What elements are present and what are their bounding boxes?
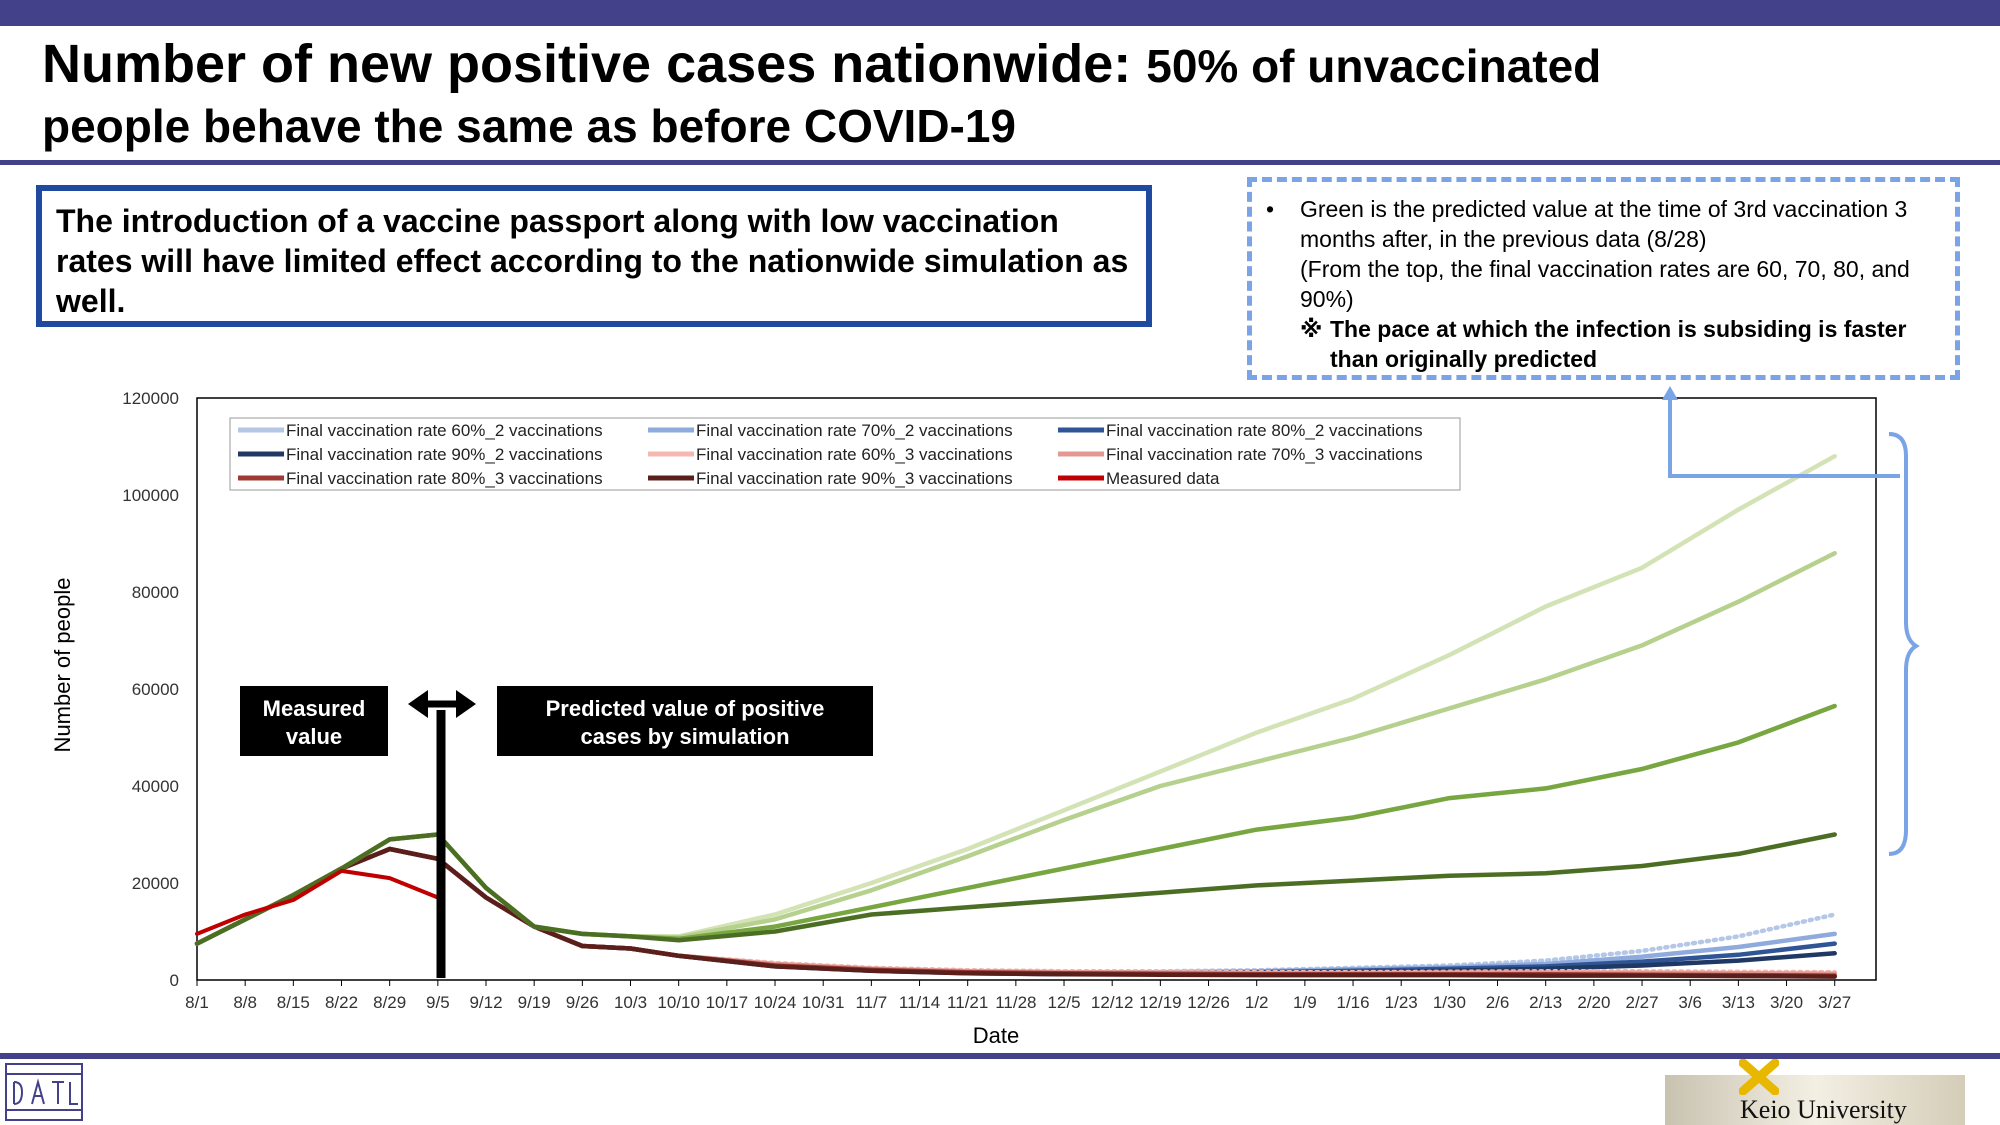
series-line-measured — [195, 868, 440, 936]
legend: Final vaccination rate 60%_2 vaccination… — [229, 417, 1461, 491]
series-line-green_90 — [194, 832, 1837, 946]
x-tick-label: 3/6 — [1678, 993, 1702, 1012]
note-text-2: (From the top, the final vaccination rat… — [1300, 256, 1910, 312]
y-tick-label: 80000 — [132, 583, 179, 602]
x-tick-label: 1/2 — [1245, 993, 1269, 1012]
legend-label: Final vaccination rate 90%_3 vaccination… — [696, 469, 1013, 488]
key-message-text: The introduction of a vaccine passport a… — [56, 203, 1129, 319]
legend-label: Final vaccination rate 80%_2 vaccination… — [1106, 421, 1423, 440]
note-line-1: • Green is the predicted value at the ti… — [1266, 194, 1941, 254]
note-text-1: Green is the predicted value at the time… — [1300, 196, 1908, 252]
x-tick-label: 10/24 — [754, 993, 797, 1012]
legend-box — [229, 417, 1461, 491]
note-connector — [1668, 394, 1900, 478]
measured-callout-line-1: Measured — [263, 696, 366, 721]
y-tick-label: 60000 — [132, 680, 179, 699]
x-tick-label: 9/19 — [518, 993, 551, 1012]
x-tick-label: 8/29 — [373, 993, 406, 1012]
top-brand-bar — [0, 0, 2000, 26]
x-tick-label: 10/10 — [657, 993, 700, 1012]
y-tick-label: 120000 — [122, 389, 179, 408]
x-axis-label: Date — [973, 1023, 1019, 1048]
x-tick-label: 3/20 — [1770, 993, 1803, 1012]
x-tick-label: 8/15 — [277, 993, 310, 1012]
green-series-brace — [1888, 432, 1920, 856]
x-tick-label: 2/6 — [1486, 993, 1510, 1012]
title-part3: people behave the same as before COVID-1… — [42, 99, 1017, 152]
y-tick-label: 0 — [170, 971, 179, 990]
x-tick-label: 9/12 — [469, 993, 502, 1012]
note-mark: ※ — [1300, 316, 1323, 342]
x-tick-label: 1/23 — [1385, 993, 1418, 1012]
note-line-2: (From the top, the final vaccination rat… — [1266, 254, 1941, 314]
arrow-right-icon — [456, 690, 476, 718]
bottom-brand-bar — [0, 1053, 2000, 1059]
note-text-3: The pace at which the infection is subsi… — [1330, 316, 1907, 372]
annotations: Measured value Predicted value of positive… — [240, 386, 1920, 978]
x-tick-label: 1/30 — [1433, 993, 1466, 1012]
x-tick-label: 11/28 — [995, 993, 1036, 1012]
lab-logo-icon — [5, 1063, 83, 1121]
page-title: Number of new positive cases nationwide:… — [42, 32, 1942, 154]
x-tick-label: 1/9 — [1293, 993, 1317, 1012]
x-tick-label: 2/27 — [1625, 993, 1658, 1012]
note-box: • Green is the predicted value at the ti… — [1247, 177, 1960, 380]
legend-label: Final vaccination rate 60%_3 vaccination… — [696, 445, 1013, 464]
x-tick-label: 8/8 — [233, 993, 257, 1012]
keio-logo: Keio University — [1665, 1059, 1965, 1125]
x-tick-label: 8/22 — [325, 993, 358, 1012]
measured-callout-line-2: value — [286, 724, 342, 749]
x-tick-label: 3/13 — [1722, 993, 1755, 1012]
x-tick-label: 12/19 — [1139, 993, 1182, 1012]
x-tick-label: 10/31 — [802, 993, 845, 1012]
x-tick-label: 12/26 — [1187, 993, 1230, 1012]
x-tick-label: 1/16 — [1336, 993, 1369, 1012]
legend-label: Final vaccination rate 80%_3 vaccination… — [286, 469, 603, 488]
title-part1: Number of new positive cases nationwide: — [42, 34, 1147, 94]
legend-label: Final vaccination rate 90%_2 vaccination… — [286, 445, 603, 464]
connector-arrow-icon — [1662, 386, 1678, 400]
title-part2: 50% of unvaccinated — [1146, 40, 1602, 92]
x-tick-label: 3/27 — [1818, 993, 1851, 1012]
x-tick-label: 8/1 — [185, 993, 209, 1012]
x-tick-label: 11/21 — [947, 993, 988, 1012]
x-axis: 8/1 8/8 8/15 8/22 8/29 9/5 9/12 9/19 9/26 10/3 10/… — [185, 980, 1851, 1012]
arrow-left-icon — [408, 690, 428, 718]
measured-callout — [240, 686, 388, 756]
y-tick-label: 100000 — [122, 486, 179, 505]
x-tick-label: 2/13 — [1529, 993, 1562, 1012]
y-axis: 0 20000 40000 60000 80000 100000 120000 — [122, 389, 179, 990]
x-tick-label: 11/14 — [899, 993, 940, 1012]
predicted-callout-line-1: Predicted value of positive — [546, 696, 825, 721]
x-tick-label: 10/3 — [614, 993, 647, 1012]
series-layer — [194, 453, 1837, 979]
plot-border — [196, 397, 1877, 981]
x-tick-label: 2/20 — [1577, 993, 1610, 1012]
predicted-callout-line-2: cases by simulation — [580, 724, 789, 749]
x-tick-label: 12/5 — [1047, 993, 1080, 1012]
keio-pen-mark-icon — [1739, 1059, 1779, 1095]
predicted-callout — [497, 686, 873, 756]
legend-label: Measured data — [1106, 469, 1220, 488]
note-line-3: ※ The pace at which the infection is sub… — [1266, 314, 1941, 374]
title-underline — [0, 160, 2000, 165]
legend-label: Final vaccination rate 60%_2 vaccination… — [286, 421, 603, 440]
cases-line-chart: 0 20000 40000 60000 80000 100000 120000 8/1 8/8… — [50, 386, 1920, 1048]
university-name: Keio University — [1740, 1095, 1907, 1124]
plot-area — [196, 397, 1877, 981]
y-tick-label: 20000 — [132, 874, 179, 893]
key-message-box: The introduction of a vaccine passport a… — [36, 185, 1152, 327]
y-axis-label: Number of people — [50, 578, 75, 753]
legend-label: Final vaccination rate 70%_3 vaccination… — [1106, 445, 1423, 464]
x-tick-label: 12/12 — [1091, 993, 1134, 1012]
y-tick-label: 40000 — [132, 777, 179, 796]
x-tick-label: 11/7 — [855, 993, 887, 1012]
x-tick-label: 9/5 — [426, 993, 450, 1012]
x-tick-label: 9/26 — [566, 993, 599, 1012]
x-tick-label: 10/17 — [706, 993, 749, 1012]
note-bullet: • — [1266, 196, 1275, 222]
series-line-rate90_3 — [194, 846, 1837, 979]
legend-label: Final vaccination rate 70%_2 vaccination… — [696, 421, 1013, 440]
